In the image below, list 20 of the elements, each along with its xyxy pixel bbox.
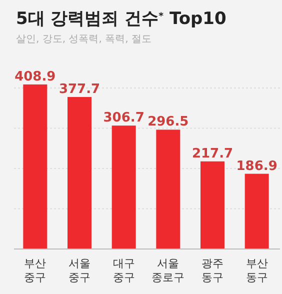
chart-subtitle: 살인, 강도, 성폭력, 폭력, 절도 xyxy=(16,34,152,45)
bar xyxy=(200,161,224,249)
x-tick-label: 부산 동구 xyxy=(246,257,268,284)
data-label: 217.7 xyxy=(192,146,234,162)
x-tick-label: 대구 중구 xyxy=(112,257,135,284)
data-label: 186.9 xyxy=(236,158,278,174)
x-tick-label: 서울 중구 xyxy=(68,257,90,284)
x-tick-label: 부산 중구 xyxy=(24,257,46,284)
bar xyxy=(244,174,269,249)
chart-title: 5대 강력범죄 건수$^{*}$ Top10 xyxy=(16,9,226,29)
data-label: 296.5 xyxy=(148,114,189,130)
data-label: 306.7 xyxy=(103,110,144,126)
bar xyxy=(23,84,48,249)
bar xyxy=(156,130,180,249)
bar xyxy=(112,126,136,249)
x-tick-label: 광주 동구 xyxy=(202,257,224,284)
x-tick-label: 서울 종로구 xyxy=(152,257,185,284)
bar xyxy=(68,97,92,249)
data-label: 408.9 xyxy=(14,69,56,84)
data-label: 377.7 xyxy=(58,82,100,97)
